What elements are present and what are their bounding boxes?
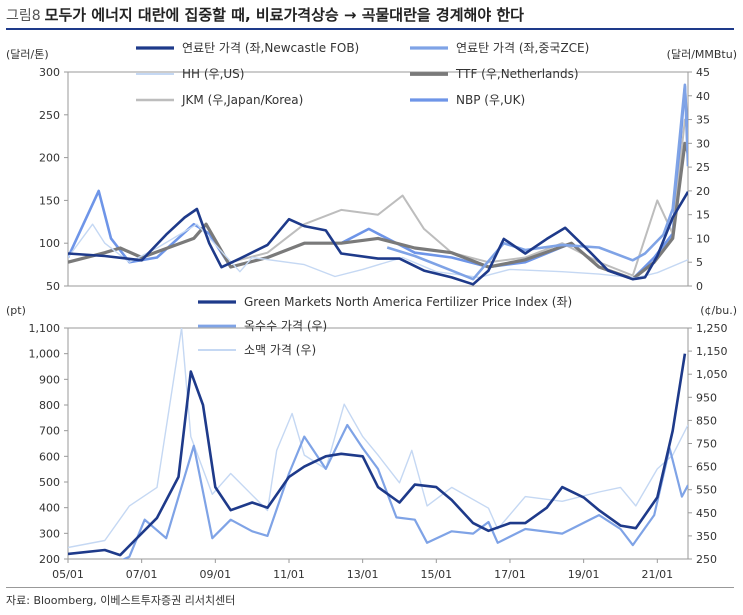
right-tick-label: 650 <box>696 461 717 474</box>
left-tick-label: 100 <box>39 237 60 250</box>
left-tick-label: 900 <box>39 373 60 386</box>
legend-label-jkm: JKM (우,Japan/Korea) <box>181 93 303 107</box>
right-tick-label: 1,250 <box>696 322 728 335</box>
left-tick-label: 300 <box>39 527 60 540</box>
plot-frame-1 <box>67 71 689 287</box>
right-tick-label: 30 <box>696 137 710 150</box>
right-tick-label: 850 <box>696 414 717 427</box>
right-tick-label: 1,150 <box>696 345 728 358</box>
left-tick-label: 1,100 <box>29 322 61 335</box>
x-tick-label: 15/01 <box>420 568 452 581</box>
x-tick-label: 19/01 <box>568 568 600 581</box>
left-axis-unit: (달러/톤) <box>6 48 49 61</box>
series-line-wheat <box>68 328 688 549</box>
series-line-coal_zce <box>386 83 688 281</box>
left-axis-unit: (pt) <box>6 304 26 317</box>
left-tick-label: 800 <box>39 399 60 412</box>
right-tick-label: 35 <box>696 114 710 127</box>
left-tick-label: 400 <box>39 502 60 515</box>
right-tick-label: 45 <box>696 66 710 79</box>
series-line-corn <box>121 423 688 559</box>
legend-label-corn: 옥수수 가격 (우) <box>244 319 327 333</box>
right-tick-label: 40 <box>696 90 710 103</box>
legend-label-wheat: 소맥 가격 (우) <box>244 343 316 357</box>
right-tick-label: 25 <box>696 161 710 174</box>
plot-frame-2 <box>67 327 689 560</box>
right-tick-label: 450 <box>696 507 717 520</box>
right-tick-label: 750 <box>696 438 717 451</box>
x-tick-label: 07/01 <box>126 568 158 581</box>
left-tick-label: 200 <box>39 152 60 165</box>
legend-label-coal_zce: 연료탄 가격 (좌,중국ZCE) <box>456 41 589 55</box>
left-tick-label: 1,000 <box>29 348 61 361</box>
x-tick-label: 21/01 <box>641 568 673 581</box>
left-tick-label: 250 <box>39 109 60 122</box>
right-tick-label: 0 <box>696 280 703 293</box>
source-divider <box>6 587 734 588</box>
figure-number: 그림8 <box>6 8 41 24</box>
figure-title-text: 모두가 에너지 대란에 집중할 때, 비료가격상승 → 곡물대란을 경계해야 한… <box>44 6 524 24</box>
right-tick-label: 5 <box>696 256 703 269</box>
x-tick-label: 11/01 <box>273 568 305 581</box>
left-tick-label: 150 <box>39 194 60 207</box>
legend-label-nbp: NBP (우,UK) <box>456 93 525 107</box>
left-tick-label: 600 <box>39 450 60 463</box>
x-tick-label: 13/01 <box>347 568 379 581</box>
right-tick-label: 950 <box>696 391 717 404</box>
series-line-jkm <box>230 118 688 277</box>
legend-label-ttf: TTF (우,Netherlands) <box>455 67 579 81</box>
series-line-ttf <box>68 141 688 281</box>
x-tick-label: 17/01 <box>494 568 526 581</box>
right-axis-unit: (달러/MMBtu) <box>667 48 737 61</box>
right-tick-label: 15 <box>696 209 710 222</box>
title-divider <box>6 28 734 30</box>
left-tick-label: 500 <box>39 476 60 489</box>
right-tick-label: 1,050 <box>696 368 728 381</box>
series-line-fertilizer <box>68 353 687 557</box>
chart-canvas: (달러/톤) (달러/MMBtu)300250200150100504540353… <box>6 41 737 581</box>
legend-label-hh: HH (우,US) <box>182 67 244 81</box>
right-tick-label: 10 <box>696 232 710 245</box>
right-tick-label: 550 <box>696 484 717 497</box>
source-note: 자료: Bloomberg, 이베스트투자증권 리서치센터 <box>6 594 236 607</box>
legend-label-coal_newcastle: 연료탄 가격 (좌,Newcastle FOB) <box>182 41 359 55</box>
left-tick-label: 300 <box>39 66 60 79</box>
right-tick-label: 350 <box>696 530 717 543</box>
legend-label-fertilizer: Green Markets North America Fertilizer P… <box>244 295 572 309</box>
left-tick-label: 200 <box>39 553 60 566</box>
x-tick-label: 05/01 <box>52 568 84 581</box>
series-line-coal_newcastle <box>68 191 688 286</box>
right-tick-label: 250 <box>696 553 717 566</box>
left-tick-label: 50 <box>46 280 60 293</box>
x-tick-label: 09/01 <box>199 568 231 581</box>
right-axis-unit: (¢/bu.) <box>700 304 737 317</box>
figure-title: 그림8 모두가 에너지 대란에 집중할 때, 비료가격상승 → 곡물대란을 경계해… <box>6 4 524 25</box>
left-tick-label: 700 <box>39 425 60 438</box>
right-tick-label: 20 <box>696 185 710 198</box>
